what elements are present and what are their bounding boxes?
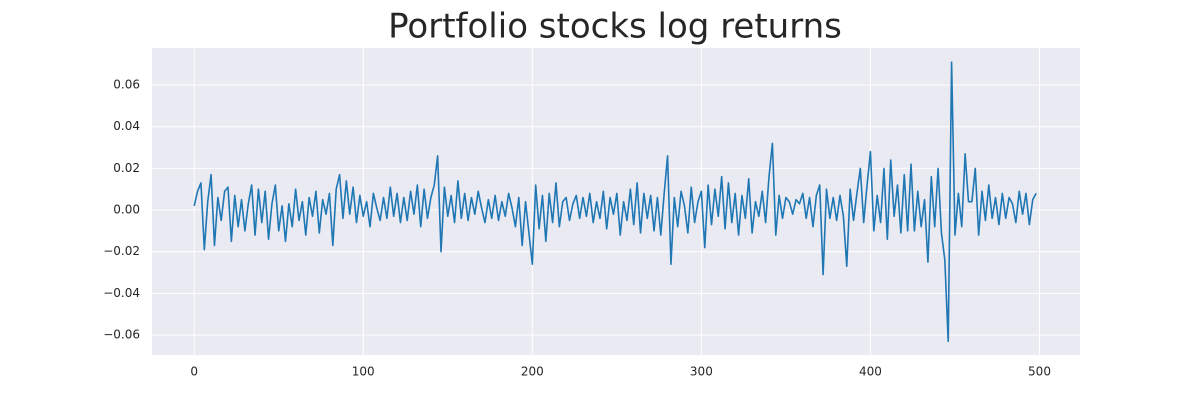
y-tick-label: 0.00	[113, 203, 140, 217]
series-line	[193, 61, 1037, 343]
y-tick-label: 0.02	[113, 161, 140, 175]
x-tick-label: 500	[1028, 365, 1051, 379]
y-tick-label: −0.02	[103, 244, 140, 258]
chart-title: Portfolio stocks log returns	[388, 7, 842, 47]
y-tick-label: 0.04	[113, 119, 140, 133]
x-tick-label: 300	[690, 365, 713, 379]
x-tick-label: 100	[352, 365, 375, 379]
y-tick-label: −0.04	[103, 286, 140, 300]
x-tick-label: 400	[859, 365, 882, 379]
y-tick-label: −0.06	[103, 328, 140, 342]
x-tick-label: 0	[190, 365, 198, 379]
y-tick-label: 0.06	[113, 78, 140, 92]
x-tick-label: 200	[521, 365, 544, 379]
